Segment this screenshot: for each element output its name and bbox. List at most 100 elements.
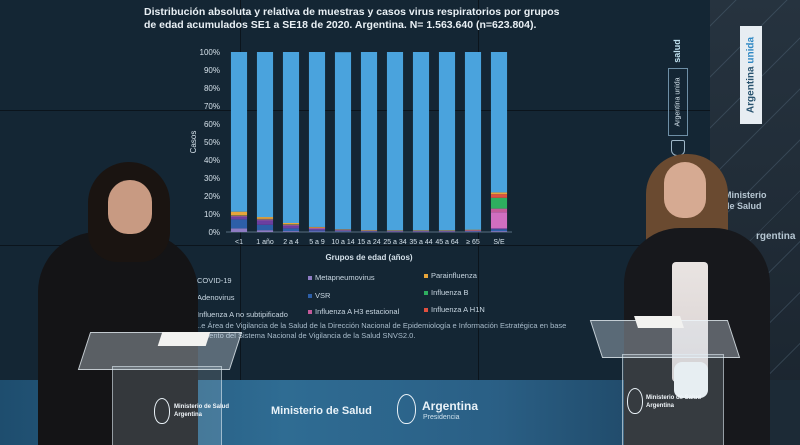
legend-item: Influenza A H3 estacional (308, 307, 399, 316)
bar-segment (282, 231, 300, 232)
speaker-left-face (108, 180, 152, 234)
bar-segment (230, 228, 248, 232)
bar-segment (230, 216, 248, 217)
bar-segment (334, 230, 352, 232)
bar-segment (308, 228, 326, 231)
screen-seam (0, 245, 710, 246)
bar-segment (490, 197, 508, 209)
band-presidencia-text: Presidencia (423, 414, 460, 421)
legend-item: Influenza A H1N (424, 305, 485, 314)
x-tick-label: <1 (235, 239, 243, 246)
bar-segment (230, 52, 248, 212)
national-emblem-icon (397, 394, 416, 424)
bar-segment (490, 192, 508, 195)
wall-ministerio-line2: de Salud (724, 201, 762, 211)
bar-segment (308, 226, 326, 228)
lectern-left-label-1: Ministerio de Salud (174, 404, 230, 410)
bar-segment (256, 230, 274, 232)
bar-segment (256, 219, 274, 221)
lectern-emblem-icon (154, 398, 170, 424)
bar-segment (308, 52, 326, 227)
y-tick-label: 60% (204, 120, 220, 129)
band-argentina-text: Argentina (422, 399, 479, 413)
chart-title: Distribución absoluta y relativa de mues… (144, 6, 560, 31)
screen-seam (0, 110, 710, 111)
legend-item: VSR (308, 291, 330, 300)
bar-segment (490, 231, 508, 232)
bar-segment (490, 52, 508, 193)
bar-segment (256, 52, 274, 218)
y-tick-label: 10% (204, 210, 220, 219)
y-tick-label: 70% (204, 102, 220, 111)
y-tick-label: 50% (204, 138, 220, 147)
bar-segment (282, 225, 300, 229)
y-tick-label: 100% (200, 48, 220, 57)
lectern-emblem-icon (627, 388, 643, 414)
bar-segment (490, 194, 508, 198)
legend-item: Metapneumovirus (308, 273, 375, 282)
y-tick-label: 20% (204, 192, 220, 201)
lectern-left-label-2: Argentina (174, 412, 203, 418)
x-tick-label: 2 a 4 (283, 239, 299, 246)
bar-segment (490, 212, 508, 229)
bar-segment (412, 52, 430, 231)
x-tick-label: 35 a 44 (409, 239, 432, 246)
bar-segment (230, 219, 248, 229)
bar-segment (490, 229, 508, 232)
x-tick-label: 15 a 24 (357, 239, 380, 246)
wall-ministerio-line1: Ministerio (724, 190, 767, 200)
bar-segment (230, 216, 248, 220)
bar-segment (308, 231, 326, 232)
x-tick-label: 1 año (256, 239, 274, 246)
x-tick-label: 10 a 14 (331, 239, 354, 246)
face-mask (674, 362, 708, 398)
y-tick-label: 30% (204, 174, 220, 183)
legend-item: Influenza B (424, 288, 469, 297)
y-tick-label: 80% (204, 84, 220, 93)
bar-segment (334, 52, 352, 230)
lectern-right-label-1: Ministerio de Salud (646, 395, 702, 401)
legend-item: Parainfluenza (424, 271, 477, 280)
legend-item: Influenza A no subtipificado (190, 310, 288, 319)
band-ministerio-text: Ministerio de Salud (271, 405, 372, 417)
speaker-right-face (664, 162, 706, 218)
bar-segment (230, 211, 248, 216)
paper-sheet (634, 316, 684, 328)
bar-segment (256, 224, 274, 231)
bar-segment (282, 228, 300, 232)
bar-segment (334, 231, 352, 232)
bar-segment (490, 208, 508, 213)
bar-segment (282, 225, 300, 226)
x-tick-label: S/E (493, 239, 505, 246)
bar-segment (464, 231, 482, 232)
lectern-right-label-2: Argentina (646, 403, 675, 409)
wall-argentina-partial: rgentina (756, 231, 796, 242)
x-tick-label: ≥ 65 (466, 239, 480, 246)
bar-segment (256, 217, 274, 219)
x-tick-label: 25 a 34 (383, 239, 406, 246)
bar-segment (256, 220, 274, 225)
argentina-unida-box: Argentina unida (668, 68, 688, 136)
bar-segment (282, 52, 300, 223)
y-tick-label: 0% (208, 228, 220, 237)
bar-segment (464, 52, 482, 230)
salud-label: salud (672, 39, 682, 63)
y-axis-label: Casos (189, 131, 198, 154)
bar-segment (282, 223, 300, 225)
paper-sheet (157, 332, 211, 346)
x-tick-label: 45 a 64 (435, 239, 458, 246)
bar-segment (308, 230, 326, 232)
x-tick-label: 5 a 9 (309, 239, 325, 246)
argentina-unida-logo: Argentina unida (740, 26, 762, 124)
bar-segment (386, 52, 404, 231)
source-note: ...e Área de Vigilancia de la Salud de l… (195, 321, 567, 340)
stacked-bar-chart: 0% 10% 20% 30% 40% 50% 60% 70% 80% 90% 100% Casos <1… (189, 48, 512, 262)
bar-segment (490, 228, 508, 230)
bar-segment (438, 52, 456, 231)
x-axis-label: Grupos de edad (años) (325, 253, 412, 262)
bar-segment (360, 52, 378, 231)
y-tick-label: 40% (204, 156, 220, 165)
y-tick-label: 90% (204, 66, 220, 75)
bar-segment (308, 228, 326, 229)
